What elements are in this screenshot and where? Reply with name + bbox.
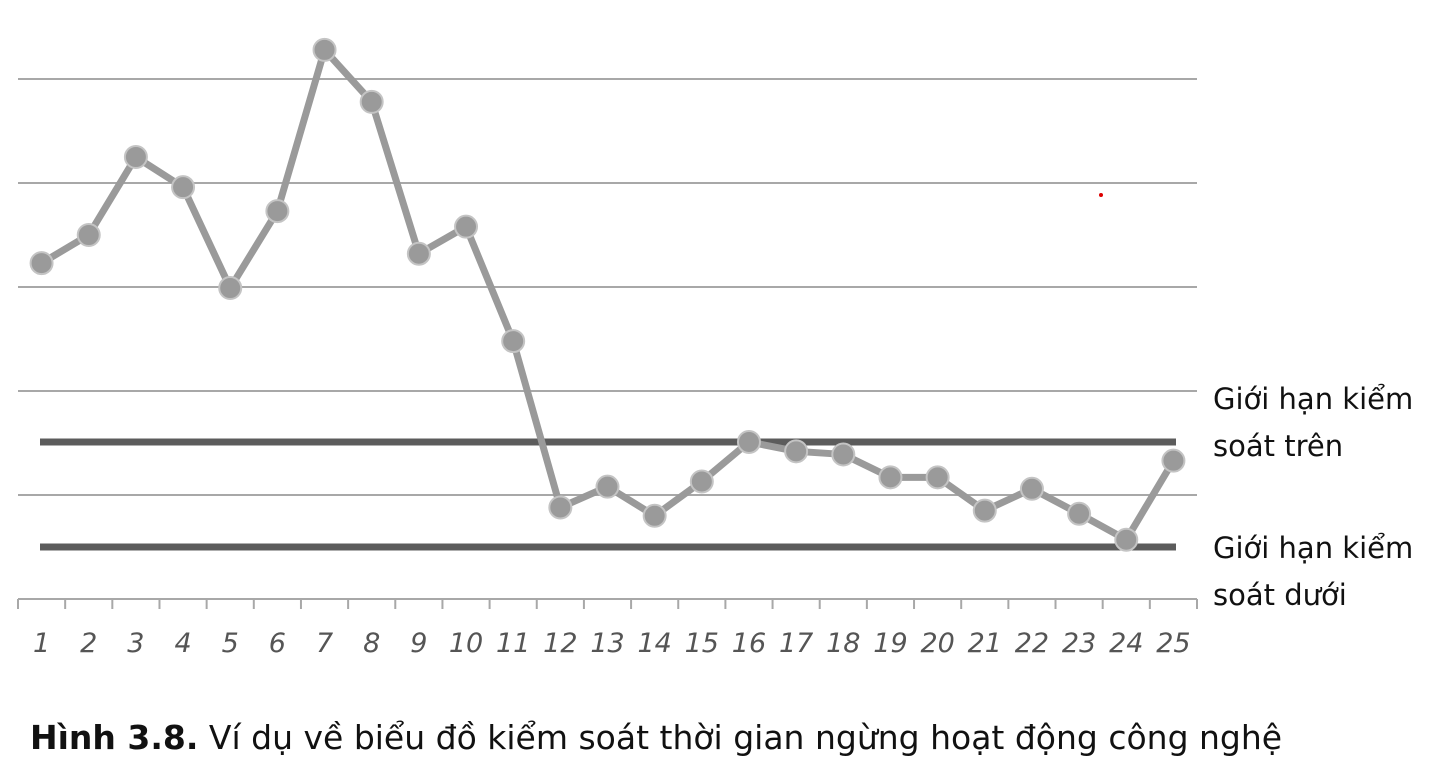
x-tick-label: 24 xyxy=(1109,628,1143,659)
x-tick-label: 23 xyxy=(1062,628,1096,659)
series-line xyxy=(39,46,1177,544)
x-tick-label: 8 xyxy=(363,628,380,659)
point xyxy=(736,429,761,454)
x-tick-label: 25 xyxy=(1156,628,1190,659)
x-tick-label: 5 xyxy=(222,628,239,659)
point xyxy=(642,503,667,528)
x-tick-label: 21 xyxy=(968,628,1002,659)
point xyxy=(595,474,620,499)
x-tick-label: 19 xyxy=(873,628,907,659)
x-tick-label: 10 xyxy=(449,628,483,659)
control-limit-label: Giới hạn kiểm soát dưới xyxy=(1213,531,1414,612)
point xyxy=(501,329,526,354)
point xyxy=(265,199,290,224)
x-tick-label: 12 xyxy=(543,628,577,659)
point xyxy=(1019,476,1044,501)
x-tick-label: 6 xyxy=(269,628,286,659)
x-tick-label: 15 xyxy=(685,628,719,659)
point xyxy=(29,251,54,276)
x-tick-label: 1 xyxy=(33,628,50,659)
x-tick-label: 2 xyxy=(80,628,97,659)
point xyxy=(1067,501,1092,526)
caption-label: Hình 3.8. xyxy=(30,718,199,757)
x-tick-label: 18 xyxy=(826,628,860,659)
point xyxy=(1114,527,1139,552)
x-tick-label: 20 xyxy=(920,628,954,659)
point xyxy=(218,276,243,301)
point xyxy=(878,465,903,490)
point xyxy=(784,439,809,464)
point xyxy=(925,465,950,490)
point xyxy=(171,175,196,200)
x-tick-label: 11 xyxy=(496,628,530,659)
point xyxy=(972,498,997,523)
point xyxy=(76,223,101,247)
x-tick-label: 4 xyxy=(174,628,191,659)
stray-dot xyxy=(1099,193,1103,197)
point xyxy=(689,469,714,494)
caption: Hình 3.8. Ví dụ về biểu đồ kiểm soát thờ… xyxy=(30,718,1282,757)
point xyxy=(312,37,337,62)
caption-text: Ví dụ về biểu đồ kiểm soát thời gian ngừ… xyxy=(208,718,1283,757)
x-tick-label: 22 xyxy=(1015,628,1049,659)
chart: 1 2 3 4 5 6 7 8 9 10 11 12 13 14 15 16 17 18 19 20 21 22 23 24 2… xyxy=(17,37,1198,659)
point xyxy=(454,214,479,239)
point xyxy=(123,145,148,169)
x-tick-label: 13 xyxy=(590,628,624,659)
point xyxy=(831,442,856,467)
control-limit-label: Giới hạn kiểm soát trên xyxy=(1213,381,1414,463)
x-tick-label: 3 xyxy=(127,628,144,659)
x-tick-label: 7 xyxy=(316,628,333,659)
x-tick-label: 17 xyxy=(779,628,813,659)
x-tick-label: 16 xyxy=(732,628,766,659)
point xyxy=(548,495,573,520)
x-tick-label: 9 xyxy=(410,628,427,659)
point xyxy=(359,89,384,114)
point xyxy=(1161,448,1186,473)
point xyxy=(406,241,431,266)
x-tick-label: 14 xyxy=(637,628,671,659)
